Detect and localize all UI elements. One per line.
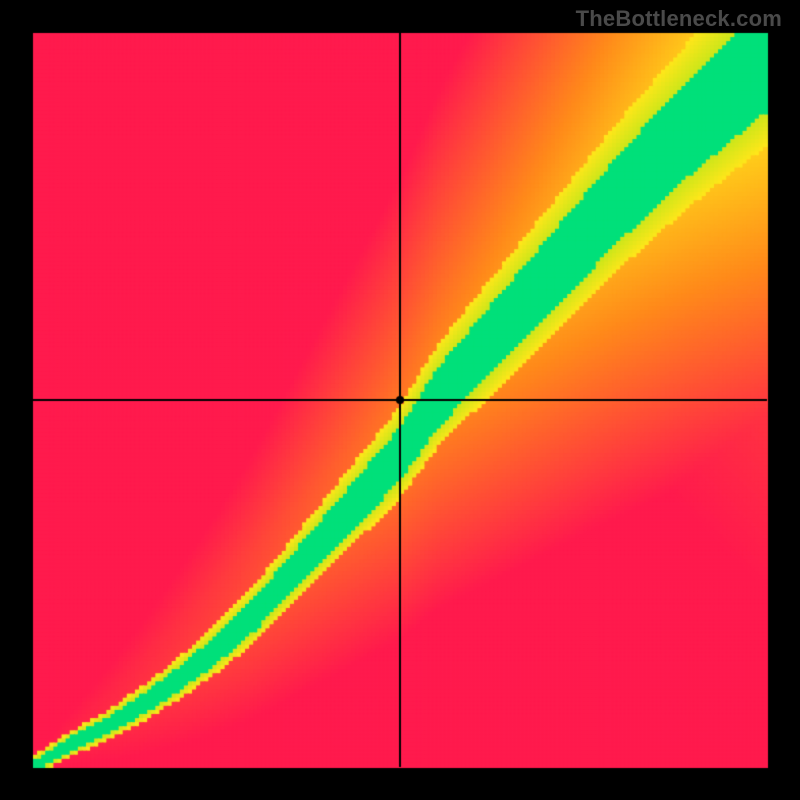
chart-container: TheBottleneck.com [0, 0, 800, 800]
watermark-label: TheBottleneck.com [576, 6, 782, 32]
heatmap-canvas [0, 0, 800, 800]
